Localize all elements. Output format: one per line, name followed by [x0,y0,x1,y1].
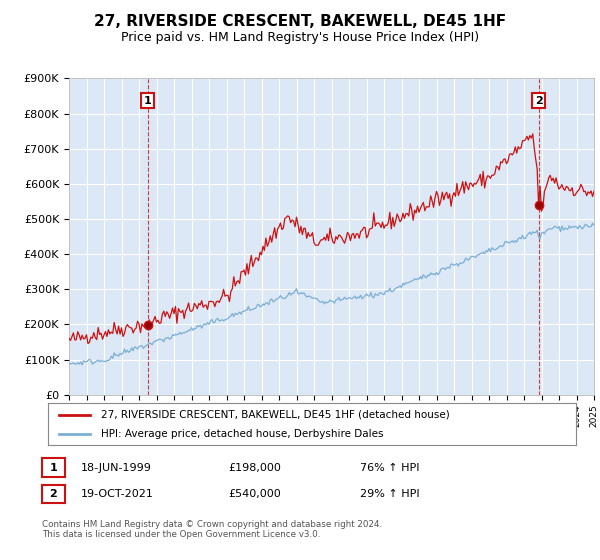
Text: 18-JUN-1999: 18-JUN-1999 [81,463,152,473]
Text: 1: 1 [144,96,152,105]
Text: 76% ↑ HPI: 76% ↑ HPI [360,463,419,473]
Text: HPI: Average price, detached house, Derbyshire Dales: HPI: Average price, detached house, Derb… [101,430,383,439]
Text: 2: 2 [535,96,542,105]
Text: 29% ↑ HPI: 29% ↑ HPI [360,489,419,499]
Text: 27, RIVERSIDE CRESCENT, BAKEWELL, DE45 1HF (detached house): 27, RIVERSIDE CRESCENT, BAKEWELL, DE45 1… [101,410,449,420]
Text: 19-OCT-2021: 19-OCT-2021 [81,489,154,499]
Text: Contains HM Land Registry data © Crown copyright and database right 2024.
This d: Contains HM Land Registry data © Crown c… [42,520,382,539]
Text: 27, RIVERSIDE CRESCENT, BAKEWELL, DE45 1HF: 27, RIVERSIDE CRESCENT, BAKEWELL, DE45 1… [94,14,506,29]
Text: Price paid vs. HM Land Registry's House Price Index (HPI): Price paid vs. HM Land Registry's House … [121,31,479,44]
Text: £540,000: £540,000 [228,489,281,499]
Text: 1: 1 [50,463,57,473]
Text: £198,000: £198,000 [228,463,281,473]
Text: 2: 2 [50,489,57,499]
